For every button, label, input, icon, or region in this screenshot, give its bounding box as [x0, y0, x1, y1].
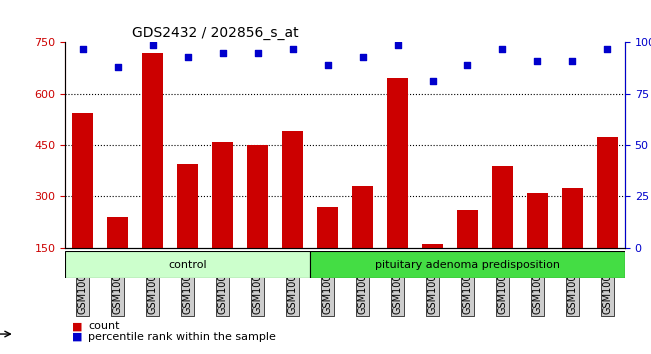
Point	[567, 58, 577, 64]
Point	[533, 58, 543, 64]
Text: pituitary adenoma predisposition: pituitary adenoma predisposition	[375, 259, 560, 270]
Point	[182, 54, 193, 60]
Point	[147, 42, 158, 47]
Point	[427, 79, 437, 84]
Point	[357, 54, 368, 60]
Text: GDS2432 / 202856_s_at: GDS2432 / 202856_s_at	[132, 26, 299, 40]
Bar	[387, 79, 408, 299]
Point	[462, 62, 473, 68]
Point	[497, 46, 508, 51]
Bar	[562, 188, 583, 299]
Bar	[107, 217, 128, 299]
Bar	[352, 186, 373, 299]
Bar	[177, 164, 198, 299]
FancyBboxPatch shape	[65, 251, 310, 278]
Bar	[527, 193, 548, 299]
Text: ■: ■	[72, 321, 82, 331]
Text: percentile rank within the sample: percentile rank within the sample	[88, 332, 276, 342]
Text: control: control	[168, 259, 207, 270]
Bar	[597, 137, 618, 299]
Bar	[282, 131, 303, 299]
Point	[322, 62, 333, 68]
Point	[287, 46, 298, 51]
Bar	[247, 145, 268, 299]
Point	[253, 50, 263, 56]
Bar	[457, 210, 478, 299]
Bar	[142, 53, 163, 299]
Bar	[492, 166, 513, 299]
Bar	[72, 113, 93, 299]
Point	[113, 64, 123, 70]
Text: ■: ■	[72, 332, 82, 342]
Bar	[317, 207, 338, 299]
Bar	[212, 142, 233, 299]
Point	[602, 46, 613, 51]
FancyBboxPatch shape	[310, 251, 625, 278]
Point	[217, 50, 228, 56]
Text: count: count	[88, 321, 119, 331]
Bar	[422, 244, 443, 299]
Point	[393, 42, 403, 47]
Point	[77, 46, 88, 51]
